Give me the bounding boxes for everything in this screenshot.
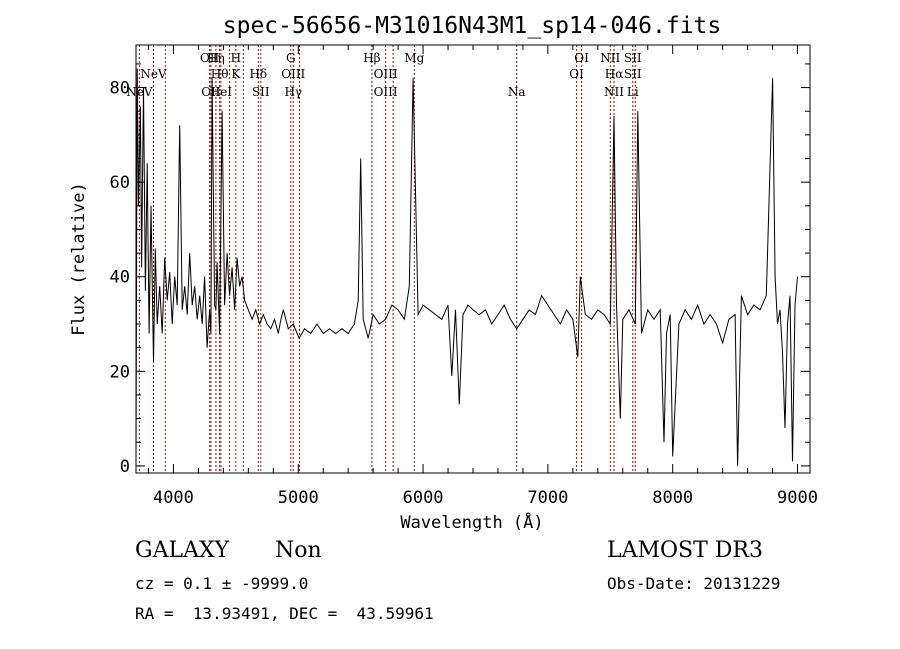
x-tick-label: 8000 (652, 488, 693, 508)
spectral-line-label: OIII (374, 85, 398, 99)
x-tick-label: 6000 (403, 488, 444, 508)
y-axis-label: Flux (relative) (69, 182, 89, 336)
spectral-line-label: OI (569, 67, 584, 81)
object-class: GALAXY (135, 538, 230, 563)
spectral-line-label: OII (201, 85, 221, 99)
x-axis-label: Wavelength (Å) (400, 511, 543, 533)
spectral-line-label: OIII (374, 67, 398, 81)
y-tick-label: 0 (120, 457, 130, 477)
x-tick-label: 4000 (153, 488, 194, 508)
spectral-line-markers (138, 45, 636, 473)
spectral-line-label: NeV (140, 67, 167, 81)
y-tick-label: 40 (110, 268, 130, 288)
spectral-line-label: Na (508, 85, 526, 99)
spectral-line-label: Hδ (249, 67, 267, 81)
spectral-line-label: Mg (404, 51, 424, 65)
spectral-line-label: OII (200, 51, 220, 65)
chart-title: spec-56656-M31016N43M1_sp14-046.fits (223, 13, 722, 39)
spectrum-series-line (135, 68, 798, 466)
y-tick-label: 60 (110, 173, 130, 193)
coordinates-readout: RA = 13.93491, DEC = 43.59961 (135, 604, 434, 623)
x-tick-label: 7000 (527, 488, 568, 508)
y-axis-ticks: 0 20 40 60 80 (110, 63, 810, 477)
spectral-line-label: H (231, 51, 241, 65)
redshift-readout: cz = 0.1 ± -9999.0 (135, 574, 309, 593)
spectral-line-label: SII (624, 51, 642, 65)
observation-date: Obs-Date: 20131229 (607, 574, 781, 593)
survey-name: LAMOST DR3 (607, 538, 763, 563)
y-tick-label: 20 (110, 362, 130, 382)
spectrum-chart: spec-56656-M31016N43M1_sp14-046.fits NeV… (69, 13, 818, 533)
spectral-line-label: SII (252, 85, 270, 99)
spectral-line-label: Hη (207, 51, 225, 65)
spectral-line-label: Hθ (211, 67, 229, 81)
spectral-line-label: Li (627, 85, 639, 99)
spectral-line-label: Hα (605, 67, 624, 81)
spectral-line-label: Hβ (363, 51, 380, 65)
spectral-line-label: SII (624, 67, 642, 81)
spectral-line-label: NII (604, 85, 624, 99)
x-tick-label: 5000 (278, 488, 319, 508)
spectral-line-label: Hγ (284, 85, 302, 99)
spectral-line-label: NII (600, 51, 620, 65)
spectral-line-label: NeV (126, 85, 153, 99)
y-tick-label: 80 (110, 79, 130, 99)
spectral-line-label: G (286, 51, 296, 65)
spectral-line-label: OIII (281, 67, 305, 81)
x-axis-ticks: 4000 5000 6000 7000 8000 9000 (147, 45, 818, 508)
x-tick-label: 9000 (777, 488, 818, 508)
object-subclass: Non (275, 538, 322, 563)
spectral-line-label: HeI (210, 85, 233, 99)
spectral-line-label: OI (574, 51, 589, 65)
spectral-line-label: K (231, 67, 241, 81)
